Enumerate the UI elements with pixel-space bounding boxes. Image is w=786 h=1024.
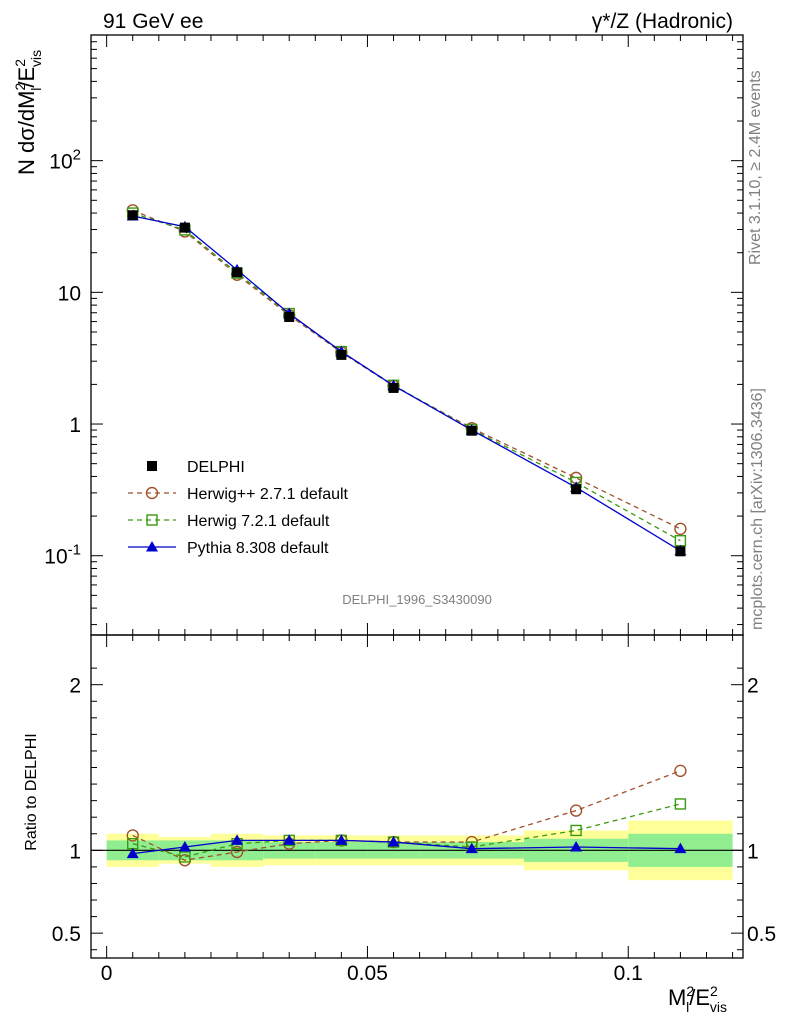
ratio-pythia-point [231,834,244,845]
main-y-axis-label: N dσ/dM2l/E2vis [12,50,44,175]
ratio-herwig-point [179,851,191,863]
ratio-pythia-point [465,842,478,854]
header-left: 91 GeV ee [103,10,203,33]
ratio-y-tick-label-right: 0.5 [747,923,776,946]
legend-marker [146,541,158,552]
ratio-y-tick-label-right: 1 [747,840,759,863]
ratio-y-tick-label: 1 [69,840,81,863]
main-delphi-point [127,210,138,221]
legend-marker [147,461,157,471]
legend-label: Pythia 8.308 default [187,540,329,557]
ratio-y-tick-label: 0.5 [52,923,81,946]
main-delphi-point [179,222,190,233]
legend-label: DELPHI [187,459,245,476]
main-delphi-point [232,267,243,278]
main-y-tick-label: 102 [49,147,81,174]
ratio-herwig-point [570,824,582,837]
mcplots-label: mcplots.cern.ch [arXiv:1306.3436] [749,388,766,630]
ratio-pythia-point [283,834,296,845]
main-delphi-point [571,484,582,495]
rivet-label: Rivet 3.1.10, ≥ 2.4M events [747,70,764,265]
main-herwig-line [132,209,681,530]
ratio-y-axis-label: Ratio to DELPHI [23,733,40,850]
ratio-herwig-point [674,798,687,810]
legend-marker [145,486,159,500]
x-axis-label: M2 l/E2 vis [668,983,727,1015]
ratio-herwig-point [569,804,583,817]
legend-label: Herwig 7.2.1 default [187,513,330,530]
ratio-pythia-point [387,836,400,847]
ratio-pythia-point [178,841,191,852]
ratio-y-tick-label: 2 [69,675,81,698]
legend-label: Herwig++ 2.7.1 default [187,486,349,503]
ratio-pythia-point [126,847,139,859]
ratio-herwig-point [126,829,139,842]
ratio-pythia-point [570,841,583,852]
ratio-pythia-point [674,842,687,854]
x-tick-label: 0.05 [347,962,388,985]
main-y-tick-label: 1 [69,414,81,437]
x-tick-label: 0.1 [614,962,643,985]
main-y-tick-label: 10 [58,282,81,305]
main-delphi-point [466,425,477,436]
ratio-pythia-point [335,834,348,845]
ratio-herwig-point [674,764,687,778]
ratio-herwig-point [230,845,244,859]
ratio-y-tick-label-right: 2 [747,675,759,698]
main-delphi-point [388,382,399,393]
ratio-herwig-line [132,770,681,861]
x-tick-label: 0 [101,962,113,985]
main-herwig-point [674,522,687,536]
header-right: γ*/Z (Hadronic) [592,10,733,33]
legend-marker [146,514,158,526]
main-delphi-point [284,311,295,322]
ratio-frame [90,634,744,959]
main-y-tick-label: 10-1 [44,542,81,569]
main-delphi-point [336,349,347,360]
main-delphi-point [675,546,686,557]
watermark: DELPHI_1996_S3430090 [342,592,492,607]
